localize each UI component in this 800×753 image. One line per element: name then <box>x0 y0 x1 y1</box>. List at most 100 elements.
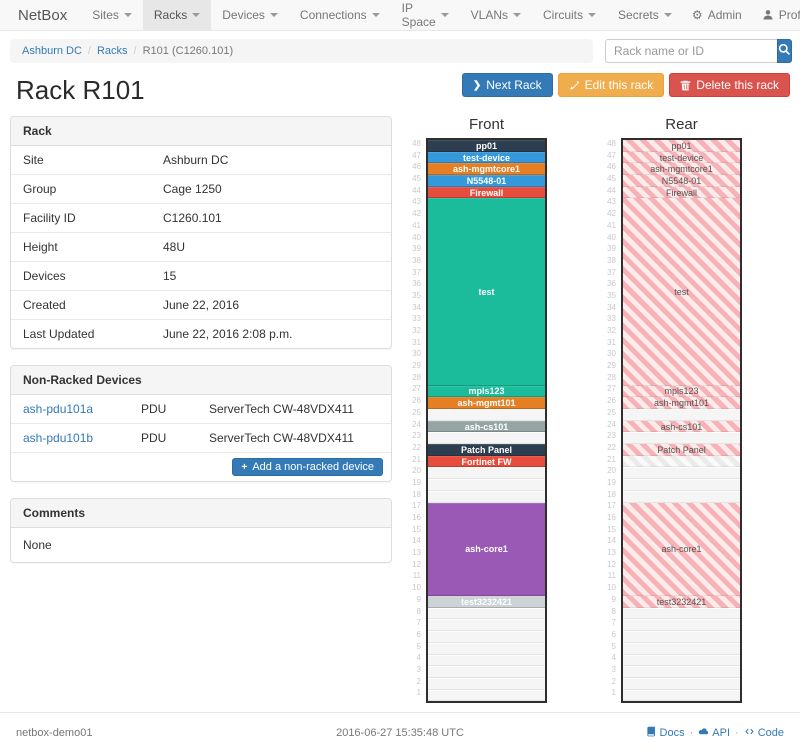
page-title: Rack R101 <box>16 75 145 105</box>
unit-number: 39 <box>412 244 421 254</box>
unit-number: 41 <box>412 220 421 230</box>
rack-attr-row: Last Updated June 22, 2016 2:08 p.m. <box>11 319 391 348</box>
rear-unit-numbers: 48 47 46 45 44 43 42 41 40 39 38 37 36 35 34 33 32 31 30 29… <box>601 138 621 703</box>
footer-timestamp: 2016-06-27 15:35:48 UTC <box>336 727 464 739</box>
empty-slot <box>428 490 545 503</box>
rack-device-rear[interactable]: mpls123 <box>623 385 740 398</box>
nonracked-device-role: PDU <box>141 431 167 445</box>
edit-rack-button[interactable]: Edit this rack <box>557 73 665 97</box>
unit-number: 48 <box>412 139 421 148</box>
empty-slot <box>428 666 545 678</box>
brand[interactable]: NetBox <box>18 6 68 24</box>
unit-number: 34 <box>607 302 616 312</box>
rack-attr-row: Site Ashburn DC <box>11 146 391 174</box>
rack-device-rear[interactable]: Patch Panel <box>623 444 740 456</box>
front-elevation-title: Front <box>468 116 504 133</box>
rack-device[interactable]: ash-mgmt101 <box>428 397 545 409</box>
nonracked-device-type: ServerTech CW-48VDX411 <box>209 402 354 416</box>
rack-device[interactable]: test-device <box>428 151 545 164</box>
unit-number: 1 <box>416 688 421 698</box>
rack-device[interactable]: ash-cs101 <box>428 420 545 433</box>
nav-item-admin[interactable]: ⚙ Admin <box>683 8 750 22</box>
unit-number: 14 <box>607 536 616 546</box>
empty-slot <box>428 642 545 655</box>
add-nonracked-device-button[interactable]: + Add a non-racked device <box>232 458 383 476</box>
rack-attr-value: 48U <box>163 240 186 254</box>
rack-device[interactable]: pp01 <box>428 140 545 152</box>
empty-slot <box>623 689 740 702</box>
breadcrumb-item-ashburn-dc[interactable]: Ashburn DC <box>22 45 82 57</box>
next-rack-button[interactable]: ❯ Next Rack <box>461 73 553 97</box>
delete-rack-button[interactable]: Delete this rack <box>669 73 790 97</box>
unit-number: 3 <box>611 664 616 674</box>
rack-attr-value[interactable]: 15 <box>163 269 177 283</box>
empty-slot <box>623 490 740 503</box>
empty-slot <box>428 432 545 445</box>
nav-item-profile[interactable]: Profile <box>754 8 800 22</box>
edit-rack-label: Edit this rack <box>584 78 654 92</box>
breadcrumb-item-racks[interactable]: Racks <box>96 45 128 57</box>
rack-device-rear[interactable]: test <box>623 198 740 386</box>
caret-down-icon <box>513 13 522 17</box>
unit-number: 28 <box>412 372 421 382</box>
rack-device-rear[interactable]: ash-core1 <box>623 502 740 597</box>
rack-attr-row: Height 48U <box>11 232 391 261</box>
rack-device-rear[interactable]: ash-mgmtcore1 <box>623 163 740 176</box>
rack-device[interactable]: Patch Panel <box>428 444 545 456</box>
unit-number: 24 <box>412 419 421 429</box>
rack-device[interactable]: test <box>428 198 545 386</box>
search-input[interactable] <box>605 39 777 63</box>
unit-number: 28 <box>607 372 616 382</box>
rack-device[interactable]: ash-core1 <box>428 502 545 597</box>
nav-item-circuits[interactable]: Circuits <box>532 0 607 30</box>
footer-link-code[interactable]: Code <box>744 726 784 740</box>
empty-slot <box>623 666 740 678</box>
footer-link-api[interactable]: API <box>698 726 730 740</box>
rack-device[interactable]: test3232421 <box>428 596 545 608</box>
empty-slot <box>623 619 740 632</box>
nonracked-device-name[interactable]: ash-pdu101a <box>23 402 94 416</box>
breadcrumb-separator: / <box>133 45 137 57</box>
unit-number: 41 <box>607 220 616 230</box>
rack-attr-value[interactable]: Cage 1250 <box>163 182 222 196</box>
rack-device[interactable]: Firewall <box>428 186 545 199</box>
nav-item-devices[interactable]: Devices <box>211 0 289 30</box>
rack-device-rear[interactable]: pp01 <box>623 140 740 152</box>
unit-number: 35 <box>412 290 421 300</box>
rack-device-rear[interactable]: ash-cs101 <box>623 420 740 433</box>
rack-device[interactable]: ash-mgmtcore1 <box>428 163 545 176</box>
rack-device-rear[interactable]: test-device <box>623 151 740 164</box>
delete-rack-label: Delete this rack <box>696 78 779 92</box>
rack-device[interactable]: mpls123 <box>428 385 545 398</box>
unit-number: 6 <box>611 629 616 639</box>
empty-slot <box>623 467 740 480</box>
rack-device-rear[interactable]: N5548-01 <box>623 175 740 187</box>
rack-device-rear[interactable]: Firewall <box>623 186 740 199</box>
footer-link-label: Code <box>757 727 784 739</box>
rack-device-rear[interactable]: test3232421 <box>623 596 740 608</box>
rack-attr-label: Created <box>23 298 66 312</box>
rack-attr-value: June 22, 2016 2:08 p.m. <box>163 327 293 341</box>
unit-number: 36 <box>607 279 616 289</box>
nav-item-racks[interactable]: Racks <box>142 0 212 30</box>
unit-number: 9 <box>416 594 421 604</box>
search-button[interactable] <box>777 39 792 63</box>
nav-item-connections[interactable]: Connections <box>289 0 391 30</box>
rack-device[interactable]: Fortinet FW <box>428 455 545 468</box>
nav-item-sites[interactable]: Sites <box>81 0 143 30</box>
nonracked-device-name[interactable]: ash-pdu101b <box>23 431 94 445</box>
rack-device-rear[interactable] <box>623 455 740 468</box>
nav-item-vlans[interactable]: VLANs <box>460 0 532 30</box>
footer-link-docs[interactable]: Docs <box>646 726 685 740</box>
rack-device[interactable]: N5548-01 <box>428 175 545 187</box>
content: Rack Site Ashburn DC Group Cage 1250 Facilit… <box>0 116 800 716</box>
nav-item-secrets[interactable]: Secrets <box>607 0 683 30</box>
empty-slot <box>623 642 740 655</box>
nav-item-ip-space[interactable]: IP Space <box>391 0 460 30</box>
breadcrumb-separator: / <box>87 45 91 57</box>
rack-attr-value: June 22, 2016 <box>163 298 240 312</box>
rack-device-rear[interactable]: ash-mgmt101 <box>623 397 740 409</box>
rack-attr-value[interactable]: Ashburn DC <box>163 153 229 167</box>
unit-number: 14 <box>412 536 421 546</box>
unit-number: 16 <box>412 513 421 522</box>
